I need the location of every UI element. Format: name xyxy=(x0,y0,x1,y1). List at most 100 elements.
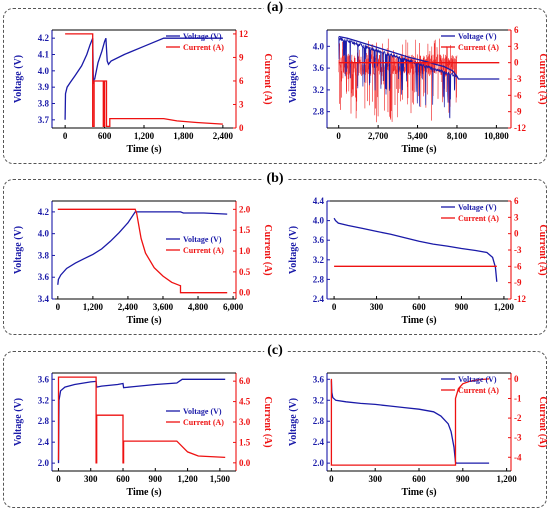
x-tick-label: 4,800 xyxy=(188,302,209,312)
legend-label: Voltage (V) xyxy=(183,32,222,41)
y-tick-label: 2.8 xyxy=(313,274,325,284)
legend-label: Current (A) xyxy=(183,246,224,255)
x-tick-label: 600 xyxy=(98,131,112,141)
y2-tick-label: 6 xyxy=(239,76,244,86)
y-axis-title: Voltage (V) xyxy=(13,398,24,446)
y-tick-label: 4.0 xyxy=(38,66,50,76)
current-series-line xyxy=(57,376,226,464)
legend-label: Current (A) xyxy=(183,43,224,52)
y-tick-label: 2.8 xyxy=(313,416,325,426)
legend-label: Current (A) xyxy=(458,214,499,223)
current-noise-trace xyxy=(338,38,458,123)
y2-tick-label: 6 xyxy=(514,25,519,35)
y-tick-label: 4.0 xyxy=(313,216,325,226)
x-tick-label: 1,200 xyxy=(134,131,155,141)
y2-tick-label: 1.5 xyxy=(239,225,251,235)
x-axis-title: Time (s) xyxy=(401,315,436,326)
legend-label: Current (A) xyxy=(458,386,499,395)
x-tick-label: 1,200 xyxy=(83,302,104,312)
y-tick-label: 3.6 xyxy=(38,272,50,282)
voltage-series-line xyxy=(64,37,223,120)
x-tick-label: 0 xyxy=(56,474,61,484)
x-tick-label: 5,400 xyxy=(407,131,428,141)
x-tick-label: 600 xyxy=(116,474,130,484)
x-axis-title: Time (s) xyxy=(126,144,161,155)
y2-axis-title: Current (A) xyxy=(537,396,548,447)
x-tick-label: 300 xyxy=(368,474,382,484)
x-tick-label: 1,200 xyxy=(494,302,515,312)
x-tick-label: 3,600 xyxy=(153,302,174,312)
y2-tick-label: -6 xyxy=(514,261,522,271)
chart-a-left: 0 600 1,200 1,800 2,400 3.7 3.8 3.9 4.0 4.1 4.2 0 3 6… xyxy=(13,29,273,155)
y2-tick-label: 6.0 xyxy=(239,376,251,386)
y2-tick-label: 2.0 xyxy=(239,204,251,214)
y2-axis-title: Current (A) xyxy=(537,224,548,275)
y-tick-label: 2.8 xyxy=(313,107,325,117)
y2-tick-label: 0 xyxy=(239,123,244,133)
y-tick-label: 4.2 xyxy=(38,33,50,43)
legend-label: Voltage (V) xyxy=(458,32,497,41)
y2-tick-label: -3 xyxy=(514,74,522,84)
current-series-line xyxy=(330,378,490,466)
y2-axis-title: Current (A) xyxy=(262,224,273,275)
y-tick-label: 3.6 xyxy=(38,374,50,384)
y2-axis-title: Current (A) xyxy=(262,53,273,104)
y-axis-title: Voltage (V) xyxy=(288,55,299,103)
y2-tick-label: 3 xyxy=(514,212,519,222)
y2-axis-title: Current (A) xyxy=(537,53,548,104)
y2-axis-title: Current (A) xyxy=(262,396,273,447)
x-tick-label: 600 xyxy=(412,474,426,484)
y-tick-label: 4.4 xyxy=(313,196,325,206)
y-tick-label: 3.2 xyxy=(313,395,325,405)
y-tick-label: 2.4 xyxy=(313,437,325,447)
y-tick-label: 3.6 xyxy=(313,235,325,245)
y-axis-title: Voltage (V) xyxy=(13,55,24,103)
legend-label: Current (A) xyxy=(183,418,224,427)
y2-tick-label: 0 xyxy=(514,229,519,239)
chart-b-right: 0 300 600 900 1,200 2.4 2.8 3.2 3.6 4.0 4.4 -12 -9 -6… xyxy=(288,196,548,326)
y2-tick-label: -6 xyxy=(514,90,522,100)
y-tick-label: 4.2 xyxy=(38,207,50,217)
y2-tick-label: -12 xyxy=(514,123,526,133)
y-tick-label: 3.9 xyxy=(38,82,50,92)
y-tick-label: 4.0 xyxy=(38,229,50,239)
y-axis-title: Voltage (V) xyxy=(288,398,299,446)
y2-tick-label: -9 xyxy=(514,278,522,288)
panel-label-c: (c) xyxy=(264,343,286,359)
y2-tick-label: -4 xyxy=(514,452,522,462)
x-tick-label: 8,100 xyxy=(447,131,468,141)
chart-c-right: 0 300 600 900 1,200 2.0 2.4 2.8 3.2 3.6 -4 -3 -2 -1 0 T… xyxy=(288,372,548,498)
x-tick-label: 0 xyxy=(332,302,337,312)
x-tick-label: 0 xyxy=(56,302,61,312)
x-axis-title: Time (s) xyxy=(401,487,436,498)
x-tick-label: 900 xyxy=(455,302,469,312)
y2-tick-label: 3.0 xyxy=(239,417,251,427)
y2-tick-label: 0.5 xyxy=(239,267,251,277)
y-tick-label: 2.0 xyxy=(313,458,325,468)
x-axis-title: Time (s) xyxy=(401,144,436,155)
y2-tick-label: -3 xyxy=(514,433,522,443)
y-tick-label: 4.0 xyxy=(313,41,325,51)
y-tick-label: 3.6 xyxy=(313,374,325,384)
x-tick-label: 2,400 xyxy=(118,302,139,312)
y-tick-label: 2.4 xyxy=(313,294,325,304)
y-axis-title: Voltage (V) xyxy=(13,226,24,274)
y2-tick-label: 12 xyxy=(239,29,249,39)
legend-label: Current (A) xyxy=(458,43,499,52)
y2-tick-label: 9 xyxy=(239,52,244,62)
y2-tick-label: 0.0 xyxy=(239,458,251,468)
x-axis-title: Time (s) xyxy=(126,487,161,498)
y2-tick-label: -3 xyxy=(514,245,522,255)
x-tick-label: 1,200 xyxy=(177,474,198,484)
y-tick-label: 3.6 xyxy=(313,63,325,73)
x-axis-title: Time (s) xyxy=(126,315,161,326)
x-tick-label: 1,200 xyxy=(496,474,517,484)
legend-label: Voltage (V) xyxy=(183,407,222,416)
x-tick-label: 0 xyxy=(329,474,334,484)
legend-label: Voltage (V) xyxy=(458,375,497,384)
y2-tick-label: 0 xyxy=(514,58,519,68)
y-axis-title: Voltage (V) xyxy=(288,226,299,274)
y2-tick-label: 0.0 xyxy=(239,288,251,298)
x-tick-label: 1,800 xyxy=(173,131,194,141)
legend-label: Voltage (V) xyxy=(458,203,497,212)
